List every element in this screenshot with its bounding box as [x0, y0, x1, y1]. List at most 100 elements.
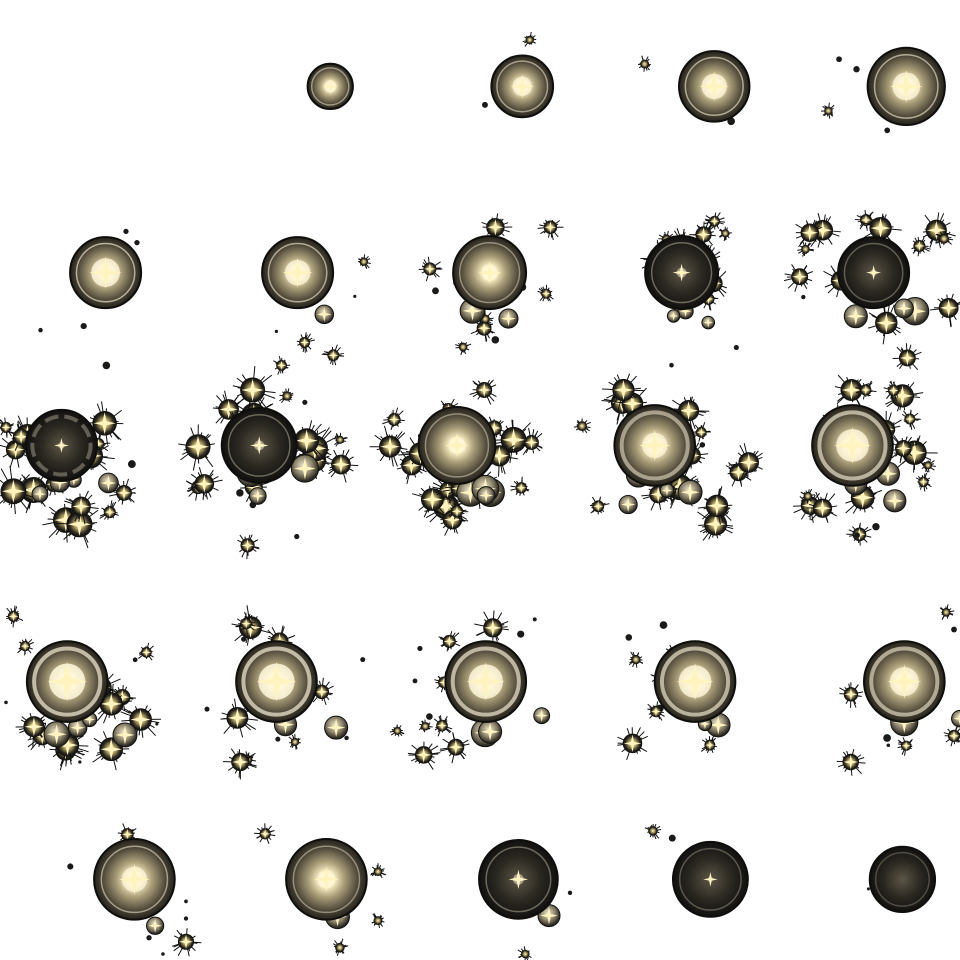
- debris-sparkle: [402, 456, 421, 475]
- debris-particle: [668, 834, 676, 842]
- debris-sparkle: [813, 499, 832, 517]
- debris-sparkle: [650, 486, 667, 503]
- debris-blob: [474, 610, 509, 645]
- bubble-sparkle: [459, 481, 482, 504]
- debris-sparkle: [801, 497, 819, 514]
- bubble-sparkle: [100, 475, 117, 491]
- orb-sparkle: [890, 70, 923, 103]
- debris-blob: [109, 478, 136, 505]
- debris-particle: [669, 362, 674, 368]
- bubble-sparkle: [703, 317, 714, 328]
- bubble-sparkle: [479, 488, 494, 503]
- orb-rim: [100, 845, 169, 914]
- debris-core: [577, 421, 587, 432]
- debris-particle: [517, 630, 525, 638]
- debris-blob: [178, 424, 215, 471]
- debris-particle: [102, 361, 111, 370]
- orb-sparkle: [322, 78, 339, 95]
- debris-sparkle: [901, 741, 911, 751]
- energy-orb: [868, 845, 937, 913]
- debris-blob: [369, 425, 408, 467]
- bubble-sparkle: [668, 311, 679, 321]
- debris-blob: [232, 365, 276, 410]
- orb-sparkle: [444, 433, 470, 458]
- debris-sparkle: [299, 337, 310, 348]
- bubble-sparkle: [115, 725, 135, 745]
- orb-rim: [843, 242, 904, 303]
- frame-4: [637, 50, 751, 126]
- orb-sparkle: [282, 257, 313, 288]
- orb-sparkle: [510, 74, 535, 99]
- debris-core: [640, 59, 650, 69]
- debris-blob: [939, 604, 955, 620]
- debris-sparkle: [895, 440, 911, 456]
- debris-sparkle: [844, 687, 858, 701]
- orb-rim: [310, 67, 350, 106]
- debris-particle: [127, 460, 136, 469]
- debris-blob: [537, 219, 564, 241]
- frame-11: [0, 401, 136, 549]
- debris-sparkle: [186, 435, 210, 459]
- debris-core: [420, 722, 430, 731]
- debris-sparkle: [121, 828, 134, 841]
- debris-sparkle: [114, 689, 130, 705]
- debris-sparkle: [524, 435, 539, 450]
- debris-blob: [573, 418, 591, 434]
- debris-sparkle: [926, 220, 946, 240]
- debris-particle: [132, 657, 138, 663]
- debris-blob: [137, 642, 154, 661]
- bubble-sparkle: [540, 906, 558, 925]
- orb-sparkle: [834, 427, 871, 464]
- debris-particle: [294, 533, 300, 540]
- debris-particle: [426, 713, 433, 720]
- debris-sparkle: [939, 298, 958, 317]
- bubble-sparkle: [661, 485, 673, 497]
- bubble-sparkle: [896, 300, 912, 316]
- debris-blob: [99, 500, 119, 520]
- debris-blob: [254, 823, 276, 845]
- debris-core: [631, 654, 641, 665]
- debris-core: [282, 391, 292, 401]
- debris-blob: [236, 613, 256, 635]
- orb-rim: [75, 242, 136, 303]
- frame-10: [783, 209, 960, 370]
- orb-rim: [241, 646, 312, 717]
- debris-blob: [382, 407, 405, 431]
- debris-sparkle: [843, 754, 859, 770]
- debris-particle: [360, 657, 366, 663]
- debris-core: [373, 916, 383, 926]
- orb-sparkle: [508, 869, 529, 890]
- debris-sparkle: [241, 618, 252, 629]
- debris-sparkle: [706, 495, 728, 516]
- debris-sparkle: [241, 378, 264, 402]
- debris-sparkle: [888, 385, 899, 396]
- orb-sparkle: [47, 661, 87, 702]
- debris-sparkle: [489, 446, 509, 466]
- debris-core: [336, 435, 345, 444]
- debris-blob: [860, 213, 902, 246]
- debris-sparkle: [696, 427, 707, 438]
- debris-sparkle: [443, 510, 462, 529]
- debris-blob: [522, 31, 537, 47]
- debris-sparkle: [705, 513, 726, 535]
- debris-core: [941, 607, 951, 617]
- orb-sparkle: [89, 256, 122, 289]
- frame-5: [820, 46, 946, 134]
- orb-sparkle: [703, 872, 718, 887]
- orb-rim: [650, 241, 713, 304]
- orb-sparkle: [53, 437, 69, 453]
- orb-sparkle: [866, 265, 882, 281]
- debris-particle: [236, 489, 244, 497]
- debris-blob: [888, 434, 919, 464]
- debris-sparkle: [13, 429, 29, 445]
- orb-rim: [424, 413, 490, 478]
- debris-blob: [637, 55, 651, 72]
- debris-particle: [854, 532, 860, 539]
- debris-sparkle: [487, 421, 502, 435]
- debris-particle: [801, 294, 806, 300]
- debris-core: [648, 826, 658, 836]
- debris-particle: [886, 743, 891, 748]
- debris-sparkle: [891, 385, 913, 407]
- debris-particle: [412, 678, 418, 684]
- debris-blob: [311, 677, 334, 706]
